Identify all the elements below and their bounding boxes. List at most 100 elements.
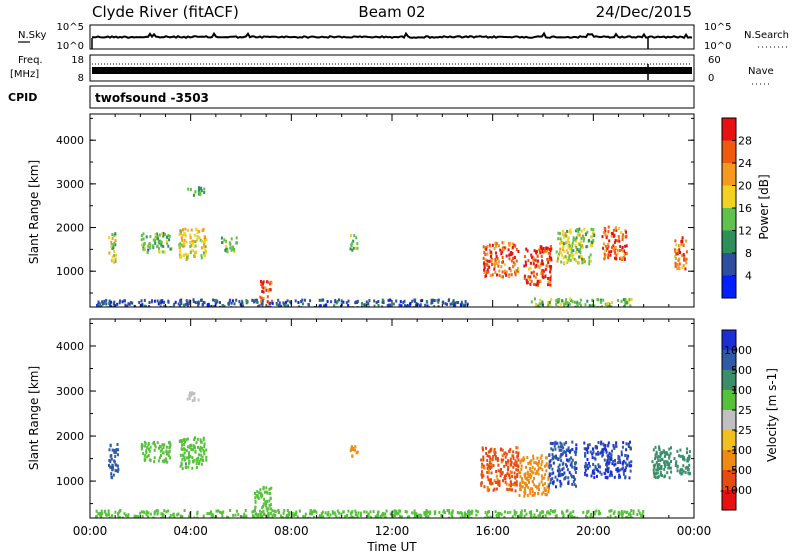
- range-gate-cell: [203, 235, 206, 239]
- range-gate-cell: [578, 243, 581, 247]
- range-gate-cell: [517, 458, 520, 462]
- range-gate-cell: [103, 301, 106, 305]
- range-gate-cell: [196, 510, 199, 514]
- range-gate-cell: [592, 462, 595, 466]
- range-gate-cell: [545, 249, 548, 253]
- range-gate-cell: [121, 300, 124, 304]
- range-gate-cell: [100, 509, 103, 513]
- range-gate-cell: [508, 487, 511, 491]
- range-gate-cell: [158, 446, 160, 450]
- range-gate-cell: [628, 461, 631, 465]
- range-gate-cell: [602, 246, 605, 250]
- range-gate-cell: [284, 304, 287, 307]
- range-gate-cell: [530, 459, 533, 463]
- range-gate-cell: [190, 448, 193, 451]
- range-gate-cell: [686, 456, 689, 460]
- range-gate-cell: [547, 303, 550, 307]
- range-gate-cell: [253, 516, 256, 518]
- scatter-region: [555, 227, 596, 266]
- range-gate-cell: [668, 456, 671, 460]
- range-gate-cell: [187, 253, 189, 257]
- range-gate-cell: [266, 499, 269, 503]
- range-gate-cell: [140, 234, 143, 237]
- range-gate-cell: [432, 298, 434, 302]
- range-gate-cell: [567, 476, 570, 480]
- range-gate-cell: [608, 457, 611, 461]
- range-gate-cell: [563, 302, 566, 306]
- range-gate-cell: [568, 256, 571, 260]
- colorbar-swatch: [722, 275, 736, 299]
- range-gate-cell: [659, 453, 662, 457]
- range-gate-cell: [167, 509, 170, 513]
- range-gate-cell: [227, 302, 230, 306]
- range-gate-cell: [615, 444, 618, 448]
- range-gate-cell: [632, 512, 635, 516]
- range-gate-cell: [511, 251, 514, 255]
- range-gate-cell: [204, 245, 207, 249]
- range-gate-cell: [559, 251, 562, 255]
- range-gate-cell: [147, 454, 150, 458]
- velocity-colorbar-swatches: [721, 329, 737, 511]
- range-gate-cell: [108, 463, 110, 467]
- range-gate-cell: [190, 228, 193, 232]
- range-gate-cell: [161, 300, 164, 304]
- range-gate-cell: [510, 484, 512, 488]
- range-gate-cell: [518, 493, 521, 497]
- range-gate-cell: [354, 246, 357, 250]
- range-gate-cell: [495, 474, 498, 478]
- range-gate-cell: [413, 509, 416, 513]
- range-gate-cell: [625, 442, 628, 446]
- range-gate-cell: [176, 513, 179, 517]
- range-gate-cell: [395, 299, 398, 303]
- range-gate-cell: [457, 301, 460, 304]
- range-gate-cell: [381, 298, 384, 302]
- range-gate-cell: [100, 511, 103, 515]
- range-gate-cell: [575, 447, 578, 451]
- range-gate-cell: [245, 301, 248, 305]
- range-gate-cell: [664, 474, 667, 478]
- range-gate-cell: [461, 512, 463, 516]
- range-gate-cell: [618, 513, 621, 517]
- range-gate-cell: [679, 454, 682, 458]
- range-gate-cell: [488, 465, 491, 469]
- range-gate-cell: [523, 473, 526, 477]
- range-gate-cell: [99, 513, 102, 517]
- range-gate-cell: [674, 264, 677, 268]
- colorbar-swatch: [722, 370, 736, 391]
- range-gate-cell: [262, 286, 265, 290]
- range-gate-cell: [153, 299, 156, 303]
- range-gate-cell: [298, 305, 301, 307]
- range-gate-cell: [655, 461, 658, 465]
- range-gate-cell: [163, 443, 166, 447]
- range-gate-cell: [622, 298, 625, 302]
- range-gate-cell: [536, 254, 539, 258]
- range-gate-cell: [586, 451, 589, 454]
- range-gate-cell: [502, 448, 504, 452]
- range-gate-cell: [408, 515, 411, 518]
- range-gate-cell: [199, 192, 202, 196]
- range-gate-cell: [525, 281, 528, 285]
- range-gate-cell: [350, 515, 353, 518]
- range-gate-cell: [268, 504, 271, 508]
- range-gate-cell: [592, 450, 595, 454]
- range-gate-cell: [487, 516, 489, 518]
- noise-panel-frame: [89, 24, 695, 50]
- range-gate-cell: [164, 233, 167, 236]
- range-gate-cell: [669, 466, 672, 470]
- range-gate-cell: [531, 490, 534, 494]
- range-gate-cell: [687, 468, 690, 472]
- range-gate-cell: [605, 462, 608, 466]
- range-gate-cell: [541, 460, 544, 464]
- colorbar-swatch: [722, 410, 736, 431]
- x-tick-label: 16:00: [475, 524, 510, 538]
- range-gate-cell: [549, 509, 552, 512]
- range-gate-cell: [550, 464, 553, 468]
- range-gate-cell: [304, 512, 307, 516]
- range-gate-cell: [173, 515, 176, 518]
- range-gate-cell: [200, 299, 203, 302]
- range-gate-cell: [114, 259, 117, 263]
- range-gate-cell: [507, 488, 510, 492]
- range-gate-cell: [486, 475, 489, 479]
- range-gate-cell: [186, 305, 189, 307]
- range-gate-cell: [324, 511, 327, 515]
